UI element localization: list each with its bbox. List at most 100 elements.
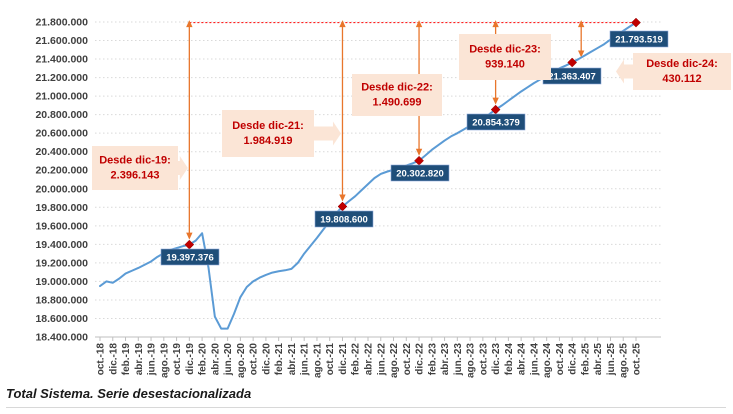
total-sistema-chart: 21.800.000 21.600.000 21.400.000 21.200.000…: [35, 17, 731, 378]
callout-title: Desde dic-21:: [232, 120, 304, 132]
measure-arrow-head-down: [577, 50, 585, 58]
measure-arrow-head-up: [186, 20, 193, 28]
x-axis-tick-label: dic.-23: [491, 343, 502, 375]
y-axis-tick-label: 19.800.000: [35, 202, 88, 214]
x-axis-tick-label: ago.-22: [389, 343, 400, 378]
measure-arrow-head-down: [339, 194, 346, 202]
callout-value: 430.112: [662, 73, 701, 85]
x-axis-tick-label: oct.-20: [249, 343, 260, 376]
measure-arrow-head-down: [415, 148, 423, 156]
value-label-box: [160, 248, 220, 266]
x-axis-tick-label: oct.-24: [555, 343, 566, 376]
value-label-text: 20.302.820: [396, 169, 444, 180]
x-axis-tick-label: abr.-25: [593, 343, 604, 376]
y-axis-tick-label: 21.800.000: [35, 17, 88, 29]
milestone-marker: [490, 104, 501, 115]
callout-box: [92, 146, 178, 190]
x-axis-tick-label: ago.-20: [236, 343, 247, 378]
callout-box: [352, 74, 442, 116]
y-axis-tick-label: 18.800.000: [35, 294, 88, 306]
x-axis-tick-label: feb.-24: [504, 343, 515, 376]
value-label-text: 19.397.376: [166, 253, 214, 264]
value-label-box: [609, 30, 669, 48]
x-axis-tick-label: dic.-21: [338, 343, 349, 375]
y-axis-tick-label: 19.600.000: [35, 220, 88, 232]
milestone-marker: [337, 201, 348, 212]
callout-value: 2.396.143: [111, 170, 160, 182]
y-axis-tick-label: 21.000.000: [35, 91, 88, 103]
x-axis-tick-label: dic.-18: [108, 343, 119, 375]
measure-arrow-head-up: [492, 20, 499, 28]
x-axis-tick-label: oct.-19: [172, 343, 183, 376]
x-axis-tick-label: abr.-24: [517, 343, 528, 376]
y-axis-tick-label: 19.000.000: [35, 276, 88, 288]
x-axis-tick-label: dic.-24: [568, 343, 579, 375]
x-axis-tick-label: abr.-19: [134, 343, 145, 376]
x-axis-tick-label: jun.-25: [606, 343, 617, 377]
x-axis-tick-label: oct.-25: [632, 343, 643, 376]
x-axis-tick-label: ago.-19: [159, 343, 170, 378]
callout-title: Desde dic-19:: [99, 155, 171, 167]
chart-caption: Total Sistema. Serie desestacionalizada: [6, 386, 726, 408]
x-axis-tick-label: feb.-21: [274, 343, 285, 376]
x-axis-tick-label: oct.-23: [478, 343, 489, 376]
y-axis-tick-label: 20.600.000: [35, 128, 88, 140]
callout-arrow-left: [616, 59, 633, 84]
x-axis-tick-label: jun.-24: [529, 343, 540, 377]
y-axis-tick-label: 19.400.000: [35, 239, 88, 251]
value-label-box: [466, 113, 526, 131]
x-axis-tick-label: jun.-21: [300, 343, 311, 377]
callout-title: Desde dic-22:: [361, 82, 433, 94]
x-axis-tick-label: jun.-23: [453, 343, 464, 377]
x-axis-tick-label: jun.-20: [223, 343, 234, 377]
x-axis-tick-label: abr.-21: [287, 343, 298, 376]
callout-arrow-right: [314, 121, 341, 146]
callout-value: 1.490.699: [373, 97, 422, 109]
y-axis-tick-label: 18.600.000: [35, 313, 88, 325]
measure-arrow-head-down: [492, 97, 499, 105]
value-label-box: [390, 164, 450, 182]
measure-arrow-head-down: [186, 232, 193, 240]
milestone-marker: [567, 57, 578, 68]
callout-arrow-right: [178, 156, 188, 180]
value-label-text: 20.854.379: [472, 118, 520, 129]
measure-arrow-head-up: [577, 20, 585, 28]
y-axis-tick-label: 20.200.000: [35, 165, 88, 177]
x-axis-tick-label: jun.-19: [147, 343, 158, 377]
y-axis-tick-label: 20.800.000: [35, 109, 88, 121]
x-axis-tick-label: feb.-25: [580, 343, 591, 376]
x-axis-tick-label: dic.-22: [415, 343, 426, 375]
x-axis-tick-label: abr.-23: [440, 343, 451, 376]
callout-value: 939.140: [485, 59, 525, 71]
x-axis-tick-label: dic.-20: [261, 343, 272, 375]
x-axis-tick-label: ago.-23: [466, 343, 477, 378]
x-axis-tick-label: abr.-20: [210, 343, 221, 376]
x-axis-tick-label: oct.-21: [325, 343, 336, 376]
x-axis-tick-label: abr.-22: [364, 343, 375, 376]
line-chart-canvas: 21.800.000 21.600.000 21.400.000 21.200.000…: [35, 17, 731, 378]
callout-box: [633, 53, 731, 90]
measure-arrow-head-up: [415, 20, 423, 28]
measure-arrow-head-up: [339, 20, 346, 28]
y-axis-tick-label: 21.200.000: [35, 72, 88, 84]
x-axis-tick-label: jun.-22: [376, 343, 387, 377]
y-axis-tick-label: 21.400.000: [35, 54, 88, 66]
y-axis-tick-label: 20.400.000: [35, 146, 88, 158]
x-axis-tick-label: dic.-19: [185, 343, 196, 375]
milestone-marker: [184, 239, 195, 250]
callout-title: Desde dic-24:: [646, 58, 718, 70]
callout-title: Desde dic-23:: [469, 44, 541, 56]
milestone-marker: [414, 155, 424, 166]
value-label-text: 21.793.519: [615, 35, 663, 46]
x-axis-tick-label: feb.-23: [427, 343, 438, 376]
milestone-marker: [631, 17, 641, 28]
x-axis-tick-label: feb.-22: [351, 343, 362, 376]
callout-box: [222, 110, 314, 157]
value-label-text: 21.363.407: [548, 72, 596, 83]
x-axis-tick-label: feb.-20: [198, 343, 209, 376]
value-label-box: [314, 210, 374, 228]
x-axis-tick-label: feb.-19: [121, 343, 132, 376]
y-axis-tick-label: 19.200.000: [35, 257, 88, 269]
x-axis-tick-label: ago.-25: [619, 343, 630, 378]
